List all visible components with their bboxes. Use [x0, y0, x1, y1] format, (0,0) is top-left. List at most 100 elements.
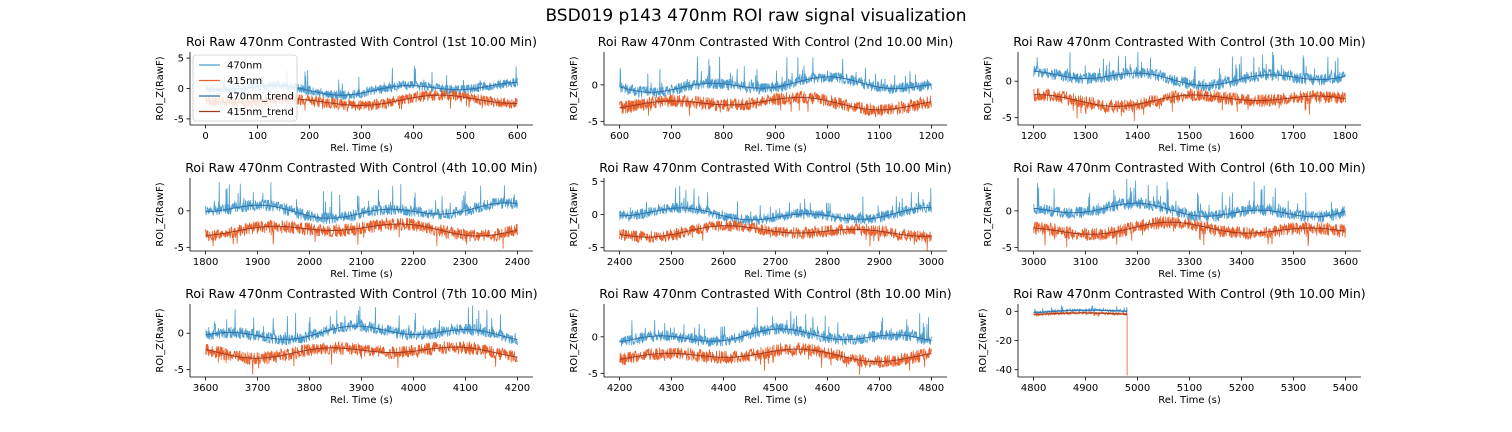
series-470nm-trend: [205, 202, 518, 219]
subplot-title: Roi Raw 470nm Contrasted With Control (5…: [599, 160, 951, 175]
subplot-title: Roi Raw 470nm Contrasted With Control (6…: [1013, 160, 1365, 175]
legend-entry: 470nm: [227, 61, 262, 72]
subplot-title: Roi Raw 470nm Contrasted With Control (9…: [1013, 286, 1365, 301]
x-axis-label: Rel. Time (s): [744, 143, 807, 154]
x-tick-label: 4900: [1073, 383, 1098, 394]
y-tick-label: -5: [1002, 243, 1012, 254]
x-tick-label: 3900: [349, 383, 374, 394]
x-tick-label: 900: [766, 131, 785, 142]
y-axis-label: ROI_Z(RawF): [978, 308, 989, 372]
figure-title: BSD019 p143 470nm ROI raw signal visuali…: [545, 6, 967, 26]
y-tick-label: 0: [1006, 206, 1012, 217]
x-tick-label: 3000: [1021, 257, 1046, 268]
x-tick-label: 3000: [919, 257, 944, 268]
subplot-title: Roi Raw 470nm Contrasted With Control (3…: [1013, 34, 1365, 49]
x-axis-label: Rel. Time (s): [1158, 269, 1221, 280]
subplot-7: Roi Raw 470nm Contrasted With Control (7…: [155, 286, 538, 406]
y-tick-label: -5: [588, 243, 598, 254]
y-axis-label: ROI_Z(RawF): [983, 56, 994, 120]
series-415nm-trend: [205, 346, 518, 359]
series-415nm: [205, 216, 518, 249]
x-tick-label: 3100: [1073, 257, 1098, 268]
y-tick-label: 5: [592, 177, 598, 188]
y-tick-label: 0: [1006, 307, 1012, 318]
x-tick-label: 3500: [1281, 257, 1306, 268]
series-415nm: [1033, 310, 1128, 376]
y-axis-label: ROI_Z(RawF): [983, 182, 994, 246]
y-tick-label: 0: [178, 206, 184, 217]
series-470nm: [1033, 178, 1346, 223]
series-415nm: [619, 90, 932, 118]
y-tick-label: -5: [174, 114, 184, 125]
x-tick-label: 3200: [1125, 257, 1150, 268]
x-tick-label: 200: [300, 131, 319, 142]
series-415nm: [1033, 216, 1346, 248]
x-axis-label: Rel. Time (s): [744, 269, 807, 280]
y-tick-label: -5: [1002, 113, 1012, 124]
x-tick-label: 4200: [607, 383, 632, 394]
series-415nm-trend: [205, 223, 518, 237]
x-tick-label: 4300: [659, 383, 684, 394]
x-tick-label: 3600: [1333, 257, 1358, 268]
x-axis-label: Rel. Time (s): [744, 395, 807, 406]
series-415nm-trend: [1033, 312, 1128, 315]
x-tick-label: 500: [456, 131, 475, 142]
x-tick-label: 4700: [867, 383, 892, 394]
x-tick-label: 1500: [1177, 131, 1202, 142]
x-axis-label: Rel. Time (s): [1158, 143, 1221, 154]
series-470nm-trend: [1033, 202, 1346, 218]
x-tick-label: 3400: [1229, 257, 1254, 268]
x-tick-label: 100: [248, 131, 267, 142]
x-tick-label: 2500: [659, 257, 684, 268]
legend-entry: 470nm_trend: [227, 92, 294, 103]
x-tick-label: 5300: [1281, 383, 1306, 394]
y-tick-label: 5: [178, 54, 184, 65]
series-415nm: [1033, 88, 1346, 122]
y-tick-label: -20: [996, 336, 1012, 347]
x-tick-label: 5400: [1333, 383, 1358, 394]
x-axis-label: Rel. Time (s): [1158, 395, 1221, 406]
y-axis-label: ROI_Z(RawF): [569, 56, 580, 120]
x-tick-label: 2800: [815, 257, 840, 268]
series-470nm-trend: [619, 76, 932, 93]
x-tick-label: 600: [610, 131, 629, 142]
subplot-6: Roi Raw 470nm Contrasted With Control (6…: [983, 160, 1366, 280]
x-tick-label: 2400: [607, 257, 632, 268]
subplot-9: Roi Raw 470nm Contrasted With Control (9…: [978, 286, 1366, 406]
x-tick-label: 1100: [867, 131, 892, 142]
series-470nm: [1033, 52, 1346, 92]
subplot-2: Roi Raw 470nm Contrasted With Control (2…: [569, 34, 953, 154]
series-415nm-trend: [1033, 221, 1346, 235]
x-tick-label: 3700: [245, 383, 270, 394]
legend-entry: 415nm: [227, 76, 262, 87]
x-tick-label: 5200: [1229, 383, 1254, 394]
subplot-title: Roi Raw 470nm Contrasted With Control (8…: [599, 286, 951, 301]
y-tick-label: 0: [178, 329, 184, 340]
y-tick-label: 0: [592, 332, 598, 343]
y-axis-label: ROI_Z(RawF): [569, 308, 580, 372]
series-470nm: [205, 181, 518, 224]
y-axis-label: ROI_Z(RawF): [155, 182, 166, 246]
series-415nm-trend: [619, 96, 932, 111]
x-tick-label: 1800: [193, 257, 218, 268]
y-tick-label: 0: [1006, 77, 1012, 88]
y-tick-label: 0: [592, 80, 598, 91]
series-470nm: [205, 305, 518, 347]
x-tick-label: 2200: [401, 257, 426, 268]
x-tick-label: 1600: [1229, 131, 1254, 142]
subplot-4: Roi Raw 470nm Contrasted With Control (4…: [155, 160, 538, 280]
x-tick-label: 1700: [1281, 131, 1306, 142]
x-tick-label: 3600: [193, 383, 218, 394]
x-tick-label: 2300: [453, 257, 478, 268]
subplot-1: Roi Raw 470nm Contrasted With Control (1…: [155, 34, 537, 154]
x-tick-label: 4100: [453, 383, 478, 394]
subplot-title: Roi Raw 470nm Contrasted With Control (2…: [598, 34, 953, 49]
series-415nm: [619, 219, 932, 251]
x-tick-label: 4500: [763, 383, 788, 394]
y-tick-label: -5: [588, 117, 598, 128]
x-axis-label: Rel. Time (s): [330, 143, 393, 154]
series-415nm-trend: [1033, 94, 1346, 107]
x-tick-label: 2600: [711, 257, 736, 268]
series-470nm: [619, 185, 932, 226]
